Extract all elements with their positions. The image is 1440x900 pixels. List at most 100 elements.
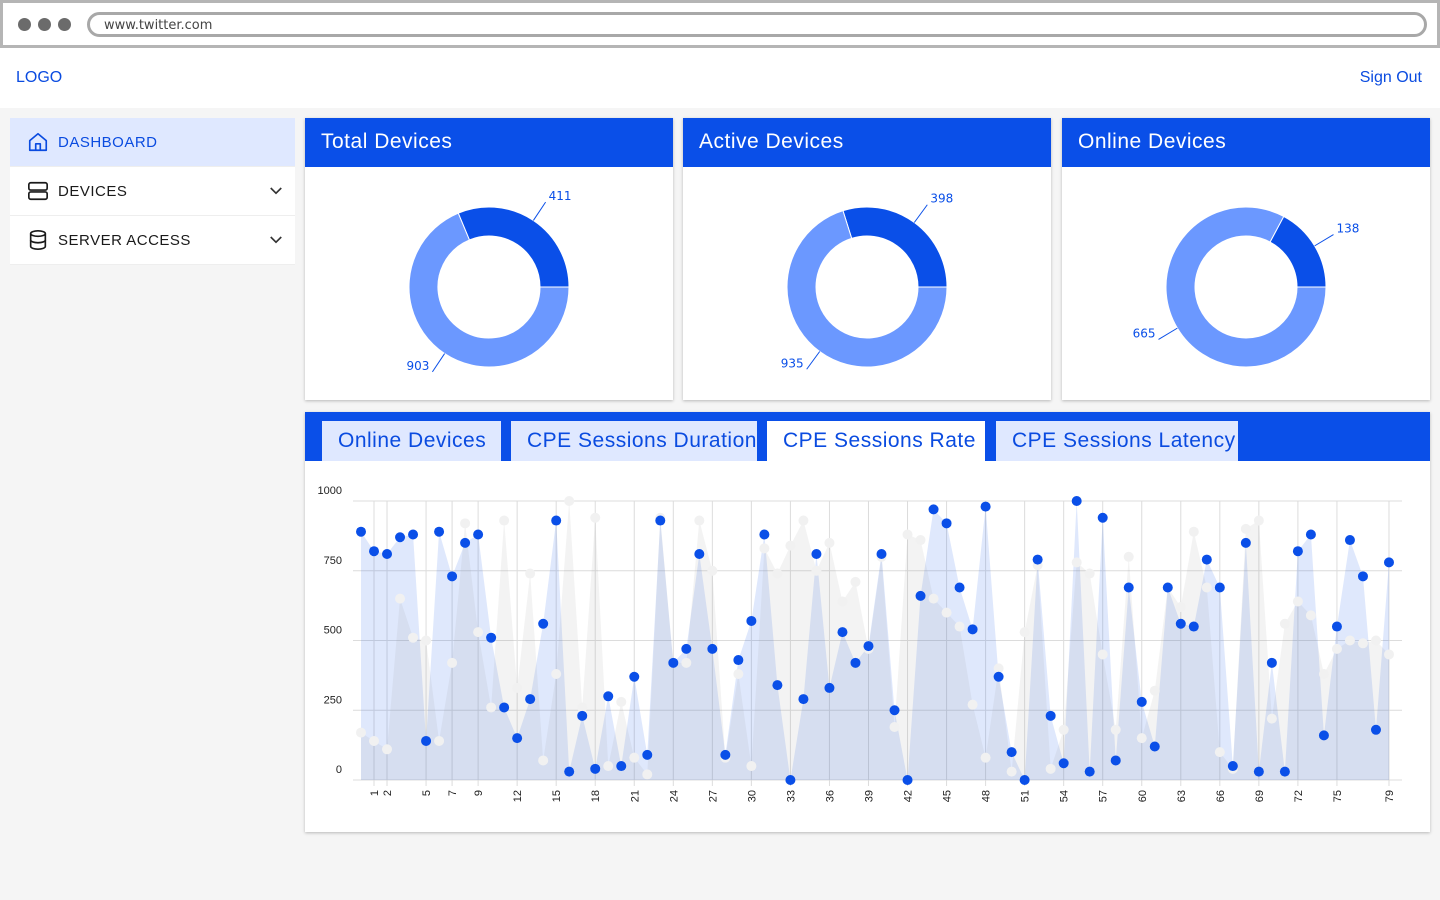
series-2-point[interactable]: [941, 607, 952, 618]
series-1-point[interactable]: [1084, 766, 1095, 777]
series-2-point[interactable]: [772, 568, 783, 579]
series-2-point[interactable]: [733, 668, 744, 679]
series-2-point[interactable]: [707, 565, 718, 576]
window-close-dot[interactable]: [18, 18, 31, 31]
series-2-point[interactable]: [967, 699, 978, 710]
series-2-point[interactable]: [486, 702, 497, 713]
series-1-point[interactable]: [837, 627, 848, 638]
series-2-point[interactable]: [889, 721, 900, 732]
series-1-point[interactable]: [1136, 696, 1147, 707]
series-1-point[interactable]: [616, 761, 627, 772]
series-2-point[interactable]: [1383, 649, 1394, 660]
series-1-point[interactable]: [876, 549, 887, 560]
series-2-point[interactable]: [1071, 557, 1082, 568]
series-2-point[interactable]: [902, 529, 913, 540]
series-1-point[interactable]: [408, 529, 419, 540]
series-1-point[interactable]: [902, 775, 913, 785]
series-1-point[interactable]: [1344, 535, 1355, 546]
series-2-point[interactable]: [1266, 713, 1277, 724]
series-1-point[interactable]: [980, 501, 991, 512]
series-2-point[interactable]: [1214, 747, 1225, 758]
series-1-point[interactable]: [590, 763, 601, 774]
series-1-point[interactable]: [1253, 766, 1264, 777]
series-2-point[interactable]: [837, 596, 848, 607]
series-1-point[interactable]: [512, 733, 523, 744]
series-2-point[interactable]: [590, 512, 601, 523]
series-1-point[interactable]: [993, 671, 1004, 682]
series-2-point[interactable]: [603, 761, 614, 772]
series-2-point[interactable]: [824, 537, 835, 548]
series-1-point[interactable]: [382, 549, 393, 560]
series-1-point[interactable]: [772, 680, 783, 691]
series-2-point[interactable]: [993, 663, 1004, 674]
series-2-point[interactable]: [1188, 526, 1199, 537]
series-1-point[interactable]: [525, 694, 536, 705]
series-2-point[interactable]: [954, 621, 965, 632]
series-2-point[interactable]: [1175, 602, 1186, 613]
series-1-point[interactable]: [564, 766, 575, 777]
series-2-point[interactable]: [915, 535, 926, 546]
series-2-point[interactable]: [785, 540, 796, 551]
series-2-point[interactable]: [1045, 763, 1056, 774]
series-2-point[interactable]: [1305, 610, 1316, 621]
series-2-point[interactable]: [629, 752, 640, 763]
series-2-point[interactable]: [356, 727, 366, 738]
series-2-point[interactable]: [382, 744, 393, 755]
series-1-point[interactable]: [759, 529, 770, 540]
series-1-point[interactable]: [1097, 512, 1108, 523]
series-2-point[interactable]: [1123, 551, 1134, 562]
address-bar[interactable]: www.twitter.com: [87, 12, 1427, 37]
series-1-point[interactable]: [1292, 546, 1303, 557]
series-1-point[interactable]: [941, 518, 952, 529]
series-2-point[interactable]: [928, 593, 939, 604]
series-1-point[interactable]: [551, 515, 562, 526]
series-2-point[interactable]: [746, 761, 757, 772]
logo[interactable]: LOGO: [16, 69, 63, 86]
tab-cpe-sessions-rate[interactable]: CPE Sessions Rate: [767, 421, 985, 461]
series-2-point[interactable]: [395, 593, 406, 604]
series-2-point[interactable]: [1344, 635, 1355, 646]
series-2-point[interactable]: [538, 755, 549, 766]
series-1-point[interactable]: [486, 632, 497, 643]
series-1-point[interactable]: [1279, 766, 1290, 777]
series-1-point[interactable]: [798, 694, 809, 705]
series-2-point[interactable]: [759, 543, 770, 554]
series-2-point[interactable]: [1201, 582, 1212, 593]
series-2-point[interactable]: [499, 515, 510, 526]
series-1-point[interactable]: [1149, 741, 1160, 752]
window-maximize-dot[interactable]: [58, 18, 71, 31]
series-1-point[interactable]: [824, 682, 835, 693]
series-2-point[interactable]: [616, 696, 627, 707]
series-2-point[interactable]: [1097, 649, 1108, 660]
sidebar-item-devices[interactable]: DEVICES: [10, 167, 295, 216]
series-1-point[interactable]: [785, 775, 796, 785]
series-2-point[interactable]: [473, 627, 484, 638]
series-2-point[interactable]: [447, 657, 458, 668]
series-1-point[interactable]: [1006, 747, 1017, 758]
series-1-point[interactable]: [629, 671, 640, 682]
tab-cpe-sessions-latency[interactable]: CPE Sessions Latency: [996, 421, 1238, 461]
series-2-point[interactable]: [1019, 627, 1030, 638]
series-2-point[interactable]: [1058, 724, 1069, 735]
series-2-point[interactable]: [421, 635, 432, 646]
series-1-point[interactable]: [668, 657, 679, 668]
series-2-point[interactable]: [1318, 668, 1329, 679]
series-1-point[interactable]: [1188, 621, 1199, 632]
series-2-point[interactable]: [434, 735, 445, 746]
series-2-point[interactable]: [1136, 733, 1147, 744]
series-1-point[interactable]: [1370, 724, 1381, 735]
series-1-point[interactable]: [928, 504, 939, 515]
series-1-point[interactable]: [1227, 761, 1238, 772]
series-1-point[interactable]: [746, 615, 757, 626]
series-1-point[interactable]: [1071, 496, 1082, 506]
series-1-point[interactable]: [967, 624, 978, 635]
series-1-point[interactable]: [473, 529, 484, 540]
series-2-point[interactable]: [1110, 724, 1121, 735]
series-1-point[interactable]: [499, 702, 510, 713]
series-1-point[interactable]: [1357, 571, 1368, 582]
series-1-point[interactable]: [538, 618, 549, 629]
series-1-point[interactable]: [1162, 582, 1173, 593]
series-1-point[interactable]: [889, 705, 900, 716]
series-1-point[interactable]: [954, 582, 965, 593]
window-minimize-dot[interactable]: [38, 18, 51, 31]
